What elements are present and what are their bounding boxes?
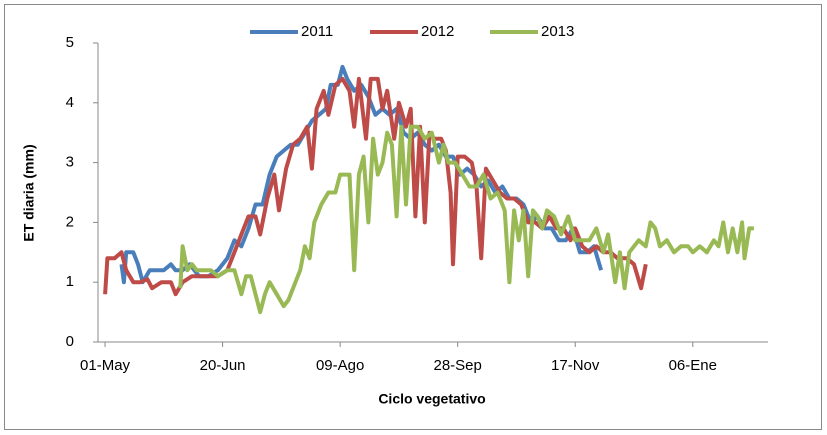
y-axis-label: ET diaria (mm) <box>21 144 37 241</box>
y-tick-label: 0 <box>66 333 74 350</box>
x-tick-label: 01-May <box>80 357 131 374</box>
y-tick-label: 3 <box>66 154 74 171</box>
x-tick-label: 20-Jun <box>200 357 246 374</box>
x-tick-label: 17-Nov <box>551 357 600 374</box>
legend-label: 2013 <box>541 23 574 40</box>
series-line <box>103 76 648 297</box>
x-axis-label: Ciclo vegetativo <box>378 391 485 407</box>
legend-label: 2012 <box>421 23 454 40</box>
series-line <box>178 124 754 315</box>
x-tick-label: 28-Sep <box>433 357 481 374</box>
y-tick-label: 2 <box>66 213 74 230</box>
y-tick-label: 1 <box>66 273 74 290</box>
x-tick-label: 06-Ene <box>669 357 717 374</box>
chart-border <box>4 4 822 430</box>
legend-label: 2011 <box>301 23 333 40</box>
x-tick-label: 09-Ago <box>316 357 364 374</box>
y-tick-label: 5 <box>66 34 74 51</box>
y-tick-label: 4 <box>66 94 74 111</box>
